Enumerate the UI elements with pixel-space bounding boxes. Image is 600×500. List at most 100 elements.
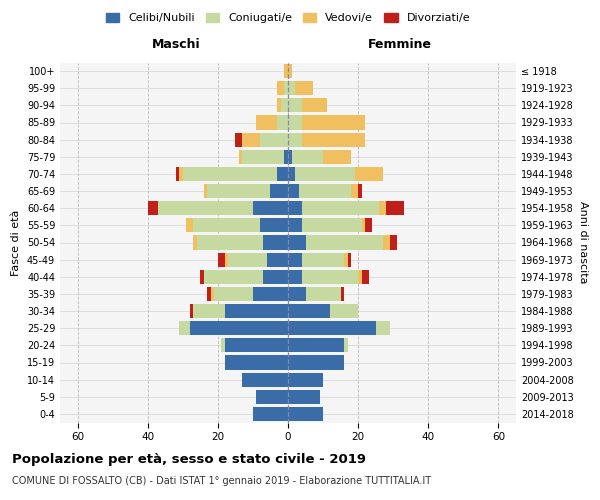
- Bar: [288, 81, 295, 95]
- Bar: [288, 287, 305, 301]
- Bar: [179, 321, 190, 335]
- Bar: [302, 116, 365, 130]
- Bar: [302, 252, 344, 266]
- Bar: [284, 64, 288, 78]
- Bar: [193, 304, 225, 318]
- Bar: [214, 287, 253, 301]
- Bar: [253, 287, 288, 301]
- Bar: [208, 287, 211, 301]
- Bar: [179, 167, 183, 181]
- Bar: [358, 270, 362, 284]
- Bar: [288, 150, 292, 164]
- Bar: [277, 116, 288, 130]
- Bar: [260, 218, 288, 232]
- Bar: [253, 407, 288, 421]
- Bar: [200, 270, 204, 284]
- Bar: [305, 236, 383, 250]
- Bar: [302, 218, 362, 232]
- Bar: [284, 150, 288, 164]
- Bar: [271, 184, 288, 198]
- Bar: [355, 167, 383, 181]
- Bar: [295, 167, 355, 181]
- Bar: [302, 270, 358, 284]
- Bar: [344, 252, 347, 266]
- Bar: [277, 98, 281, 112]
- Bar: [305, 287, 341, 301]
- Bar: [330, 304, 358, 318]
- Bar: [263, 270, 288, 284]
- Bar: [277, 81, 284, 95]
- Bar: [295, 81, 313, 95]
- Bar: [362, 218, 365, 232]
- Bar: [351, 184, 358, 198]
- Bar: [263, 236, 288, 250]
- Bar: [204, 270, 263, 284]
- Bar: [365, 218, 372, 232]
- Bar: [256, 116, 277, 130]
- Bar: [288, 98, 302, 112]
- Text: Popolazione per età, sesso e stato civile - 2019: Popolazione per età, sesso e stato civil…: [12, 452, 366, 466]
- Bar: [211, 287, 214, 301]
- Bar: [239, 150, 242, 164]
- Bar: [288, 356, 344, 370]
- Bar: [288, 201, 302, 215]
- Bar: [158, 201, 253, 215]
- Bar: [288, 116, 302, 130]
- Bar: [242, 150, 284, 164]
- Legend: Celibi/Nubili, Coniugati/e, Vedovi/e, Divorziati/e: Celibi/Nubili, Coniugati/e, Vedovi/e, Di…: [101, 8, 475, 28]
- Bar: [288, 321, 376, 335]
- Bar: [204, 184, 208, 198]
- Bar: [341, 287, 344, 301]
- Bar: [292, 150, 323, 164]
- Bar: [197, 236, 263, 250]
- Bar: [302, 98, 326, 112]
- Bar: [347, 252, 351, 266]
- Bar: [302, 132, 365, 146]
- Bar: [288, 236, 305, 250]
- Bar: [302, 201, 379, 215]
- Text: Femmine: Femmine: [368, 38, 432, 52]
- Bar: [379, 201, 386, 215]
- Bar: [288, 372, 323, 386]
- Bar: [344, 338, 347, 352]
- Bar: [288, 132, 302, 146]
- Bar: [148, 201, 158, 215]
- Bar: [208, 184, 271, 198]
- Bar: [376, 321, 390, 335]
- Bar: [225, 338, 288, 352]
- Bar: [288, 338, 344, 352]
- Bar: [323, 150, 351, 164]
- Bar: [225, 356, 288, 370]
- Bar: [277, 167, 288, 181]
- Bar: [383, 236, 390, 250]
- Bar: [288, 390, 320, 404]
- Bar: [288, 252, 302, 266]
- Bar: [362, 270, 368, 284]
- Bar: [299, 184, 351, 198]
- Bar: [386, 201, 404, 215]
- Bar: [281, 98, 288, 112]
- Bar: [176, 167, 179, 181]
- Bar: [183, 167, 277, 181]
- Bar: [260, 132, 288, 146]
- Bar: [193, 236, 197, 250]
- Bar: [225, 304, 288, 318]
- Bar: [193, 218, 260, 232]
- Bar: [288, 184, 299, 198]
- Bar: [288, 64, 292, 78]
- Bar: [288, 407, 323, 421]
- Bar: [288, 167, 295, 181]
- Bar: [358, 184, 362, 198]
- Text: COMUNE DI FOSSALTO (CB) - Dati ISTAT 1° gennaio 2019 - Elaborazione TUTTITALIA.I: COMUNE DI FOSSALTO (CB) - Dati ISTAT 1° …: [12, 476, 431, 486]
- Bar: [267, 252, 288, 266]
- Bar: [229, 252, 267, 266]
- Y-axis label: Anni di nascita: Anni di nascita: [577, 201, 587, 284]
- Bar: [186, 218, 193, 232]
- Bar: [225, 252, 229, 266]
- Bar: [235, 132, 242, 146]
- Text: Maschi: Maschi: [151, 38, 200, 52]
- Y-axis label: Fasce di età: Fasce di età: [11, 210, 21, 276]
- Bar: [190, 321, 288, 335]
- Bar: [190, 304, 193, 318]
- Bar: [218, 252, 225, 266]
